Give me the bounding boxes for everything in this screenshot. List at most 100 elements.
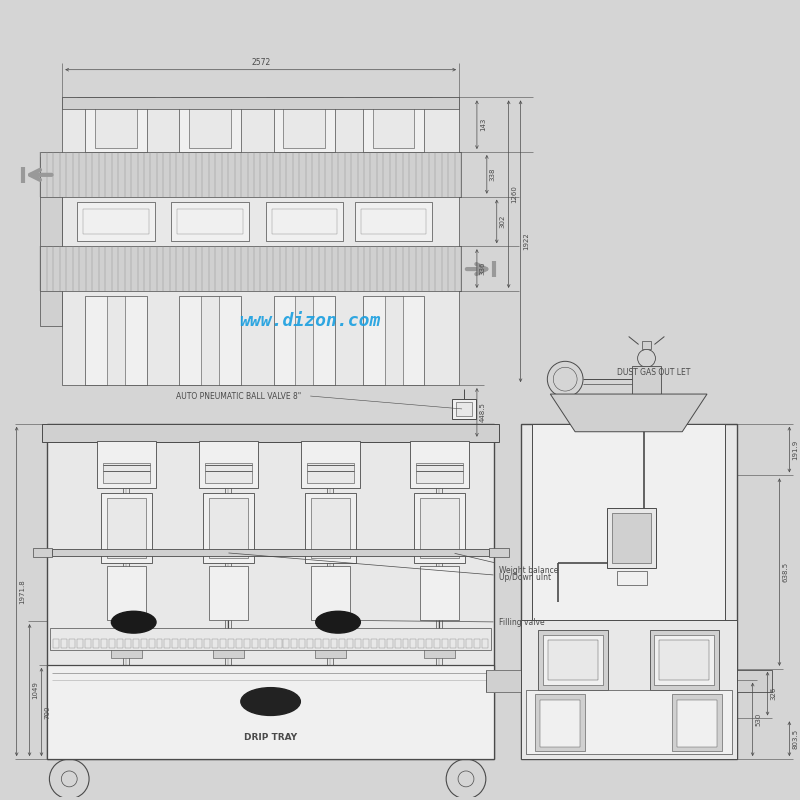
Bar xyxy=(466,639,472,648)
Bar xyxy=(339,639,345,648)
Bar xyxy=(732,670,771,692)
Bar xyxy=(458,639,464,648)
Bar xyxy=(474,639,480,648)
Bar xyxy=(442,639,448,648)
Text: 2572: 2572 xyxy=(251,58,270,66)
Bar xyxy=(607,508,657,568)
Bar xyxy=(157,639,162,648)
Bar xyxy=(77,639,83,648)
Bar xyxy=(672,694,722,751)
Bar xyxy=(42,424,498,442)
Bar xyxy=(111,648,142,658)
Text: 1049: 1049 xyxy=(33,681,38,699)
Bar xyxy=(489,548,509,557)
Bar xyxy=(650,630,719,690)
Bar xyxy=(452,399,476,419)
Bar xyxy=(617,570,646,586)
Bar xyxy=(204,639,210,648)
Bar xyxy=(307,639,314,648)
Bar xyxy=(424,648,455,658)
Bar xyxy=(347,639,353,648)
Bar xyxy=(678,699,717,747)
Bar xyxy=(209,566,248,620)
Bar xyxy=(41,246,461,291)
Bar xyxy=(521,424,737,759)
Bar xyxy=(41,152,461,197)
Bar xyxy=(209,498,248,558)
Bar xyxy=(420,566,459,620)
Bar xyxy=(402,639,409,648)
Bar xyxy=(220,639,226,648)
Bar xyxy=(228,639,234,648)
Bar xyxy=(274,98,335,152)
Bar xyxy=(394,639,401,648)
Bar xyxy=(307,463,354,483)
Bar xyxy=(62,98,459,385)
Text: 143: 143 xyxy=(480,118,486,131)
Bar xyxy=(125,639,130,648)
Text: 191.9: 191.9 xyxy=(792,439,798,460)
Bar xyxy=(179,98,241,152)
Bar xyxy=(632,366,662,394)
Bar xyxy=(417,463,463,483)
Bar xyxy=(363,296,424,385)
Bar xyxy=(107,566,146,620)
Bar xyxy=(274,296,335,385)
Text: Weight balance: Weight balance xyxy=(455,554,558,575)
Bar xyxy=(420,498,459,558)
Bar xyxy=(244,639,250,648)
Bar xyxy=(33,548,52,557)
Bar xyxy=(178,209,243,234)
Bar xyxy=(418,639,424,648)
Bar xyxy=(548,640,598,680)
Bar xyxy=(482,639,488,648)
Bar xyxy=(612,513,651,562)
Bar xyxy=(535,694,585,751)
Bar xyxy=(54,639,59,648)
Bar xyxy=(370,639,377,648)
Bar xyxy=(355,202,432,242)
Bar xyxy=(70,639,75,648)
Bar xyxy=(450,639,456,648)
Bar xyxy=(306,494,356,562)
Bar xyxy=(363,98,424,152)
Bar xyxy=(355,639,361,648)
Bar xyxy=(414,494,465,562)
Bar xyxy=(543,635,603,685)
Bar xyxy=(486,670,526,692)
Text: 338: 338 xyxy=(490,167,496,181)
Bar xyxy=(456,402,472,416)
Text: 1260: 1260 xyxy=(512,186,518,203)
Bar xyxy=(62,98,459,110)
Bar xyxy=(252,639,258,648)
Bar xyxy=(299,639,306,648)
Bar xyxy=(85,98,146,152)
Text: 1971.8: 1971.8 xyxy=(20,579,26,604)
Text: 530: 530 xyxy=(756,713,762,726)
Bar xyxy=(315,639,321,648)
Bar xyxy=(107,296,125,385)
Bar xyxy=(266,202,343,242)
Bar xyxy=(95,101,137,148)
Bar xyxy=(101,494,151,562)
Bar xyxy=(533,424,725,652)
Bar xyxy=(77,202,154,242)
Bar xyxy=(410,441,469,488)
Bar xyxy=(291,639,298,648)
Bar xyxy=(236,639,242,648)
Bar xyxy=(85,639,91,648)
Bar xyxy=(302,441,360,488)
Text: www.dizon.com: www.dizon.com xyxy=(239,312,381,330)
Bar xyxy=(386,639,393,648)
Bar xyxy=(385,296,402,385)
Bar xyxy=(47,665,494,759)
Bar xyxy=(101,639,107,648)
Bar xyxy=(149,639,154,648)
Bar xyxy=(283,639,290,648)
Text: 700: 700 xyxy=(45,706,50,718)
Bar xyxy=(203,494,254,562)
Bar xyxy=(410,639,417,648)
Bar xyxy=(373,101,414,148)
Bar xyxy=(171,202,249,242)
Text: Up/Down ulnt: Up/Down ulnt xyxy=(229,553,551,582)
